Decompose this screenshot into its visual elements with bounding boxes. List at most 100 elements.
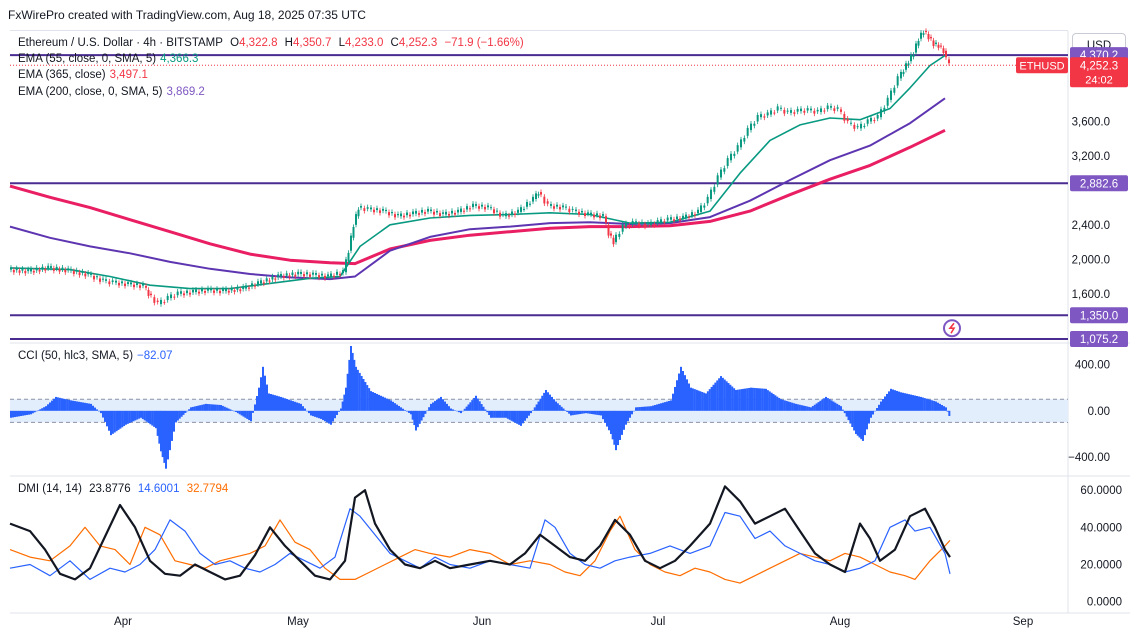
candle-body bbox=[720, 169, 722, 178]
candle-body bbox=[38, 269, 41, 272]
cci-histogram-bar bbox=[49, 402, 51, 411]
cci-histogram-bar bbox=[927, 399, 930, 411]
cci-histogram-bar bbox=[648, 406, 651, 411]
candle-body bbox=[743, 137, 746, 142]
candle-body bbox=[102, 278, 104, 280]
candle-body bbox=[511, 211, 513, 215]
cci-legend: CCI (50, hlc3, SMA, 5) −82.07 bbox=[18, 349, 177, 364]
candle-body bbox=[750, 123, 752, 131]
candle-body bbox=[733, 153, 736, 156]
candle-body bbox=[930, 37, 932, 39]
cci-histogram-bar bbox=[690, 387, 692, 411]
candle-body bbox=[907, 63, 910, 66]
candle-body bbox=[780, 107, 782, 109]
candle-body bbox=[565, 206, 567, 208]
cci-histogram-bar bbox=[793, 403, 796, 411]
cci-histogram-bar bbox=[218, 404, 221, 411]
candle-body bbox=[357, 209, 360, 217]
cci-histogram-bar bbox=[495, 410, 498, 418]
cci-histogram-bar bbox=[874, 410, 876, 412]
cci-histogram-bar bbox=[343, 394, 346, 411]
candle-body bbox=[460, 208, 462, 212]
candle-body bbox=[61, 267, 64, 270]
chart-area[interactable]: 1,600.0 2,000.0 2,400.0 3,200.0 3,600.0 4,370… bbox=[9, 28, 1130, 628]
cci-histogram-bar bbox=[935, 401, 937, 411]
cci-histogram-bar bbox=[727, 383, 730, 411]
candle-body bbox=[890, 90, 892, 100]
candle-body bbox=[691, 212, 693, 216]
cci-histogram-bar bbox=[324, 410, 326, 422]
candle-body bbox=[454, 212, 456, 215]
cci-histogram-bar bbox=[362, 378, 365, 411]
cci-histogram-bar bbox=[742, 388, 745, 411]
cci-histogram-bar bbox=[296, 402, 298, 411]
cci-histogram-bar bbox=[332, 410, 334, 422]
candle-body bbox=[236, 287, 239, 290]
candle-body bbox=[163, 302, 166, 304]
cci-histogram-bar bbox=[851, 410, 854, 428]
candle-body bbox=[306, 272, 308, 275]
candle-body bbox=[763, 116, 766, 118]
cci-histogram-bar bbox=[811, 406, 814, 411]
candle-body bbox=[96, 276, 98, 278]
cci-histogram-bar bbox=[338, 410, 340, 412]
cci-histogram-bar bbox=[740, 389, 743, 411]
cci-histogram-bar bbox=[442, 399, 444, 411]
cci-histogram-bar bbox=[320, 410, 322, 419]
cci-histogram-bar bbox=[117, 410, 120, 430]
cci-histogram-bar bbox=[199, 405, 202, 411]
candle-body bbox=[312, 272, 314, 275]
cci-histogram-bar bbox=[674, 386, 676, 411]
cci-histogram-bar bbox=[70, 400, 72, 411]
candle-body bbox=[352, 227, 355, 238]
cci-histogram-bar bbox=[178, 410, 181, 419]
ohlc-open: O4,322.8 bbox=[230, 37, 278, 49]
candle-body bbox=[833, 108, 836, 111]
cci-histogram-bar bbox=[266, 384, 268, 411]
ohlc-low: L4,233.0 bbox=[338, 37, 384, 49]
candle-body bbox=[653, 223, 656, 226]
cci-histogram-bar bbox=[888, 391, 890, 411]
candle-body bbox=[481, 204, 483, 207]
candle-body bbox=[776, 106, 779, 111]
candle-body bbox=[192, 289, 194, 293]
candle-body bbox=[610, 233, 612, 236]
ema55-legend: EMA (55, close, 0, SMA, 5) 4,366.3 bbox=[18, 52, 202, 67]
cci-histogram-bar bbox=[585, 410, 587, 414]
cci-histogram-bar bbox=[80, 402, 82, 411]
cci-histogram-bar bbox=[440, 396, 442, 411]
cci-histogram-bar bbox=[284, 398, 286, 411]
cci-histogram-bar bbox=[499, 410, 502, 418]
candle-body bbox=[945, 50, 947, 58]
cci-histogram-bar bbox=[763, 388, 766, 411]
cci-histogram-bar bbox=[47, 404, 49, 411]
chart-svg: 1,600.02,000.02,400.03,200.03,600.04,370… bbox=[9, 28, 1130, 628]
candle-body bbox=[550, 204, 552, 206]
cci-histogram-bar bbox=[789, 402, 792, 411]
candle-body bbox=[514, 213, 516, 215]
candle-body bbox=[324, 275, 326, 279]
candle-body bbox=[285, 273, 288, 276]
candle-body bbox=[571, 208, 574, 210]
candle-body bbox=[363, 208, 366, 211]
cci-histogram-bar bbox=[78, 401, 80, 411]
cci-histogram-bar bbox=[444, 401, 446, 411]
cci-histogram-bar bbox=[90, 403, 92, 411]
candle-body bbox=[288, 275, 291, 278]
candle-body bbox=[265, 278, 268, 282]
cci-histogram-bar bbox=[791, 402, 794, 411]
candle-body bbox=[535, 193, 537, 199]
candle-body bbox=[856, 126, 859, 128]
cci-histogram-bar bbox=[658, 403, 660, 411]
candle-body bbox=[403, 215, 405, 218]
time-axis-label: Apr bbox=[114, 616, 132, 628]
cci-histogram-bar bbox=[615, 410, 617, 451]
candle-body bbox=[893, 87, 896, 93]
cci-histogram-bar bbox=[160, 410, 162, 452]
cci-histogram-bar bbox=[465, 406, 468, 411]
cci-histogram-bar bbox=[755, 388, 758, 411]
cci-histogram-bar bbox=[92, 405, 94, 411]
ema200-legend: EMA (200, close, 0, SMA, 5) 3,869.2 bbox=[18, 85, 209, 100]
cci-histogram-bar bbox=[300, 403, 302, 411]
cci-histogram-bar bbox=[469, 402, 472, 411]
